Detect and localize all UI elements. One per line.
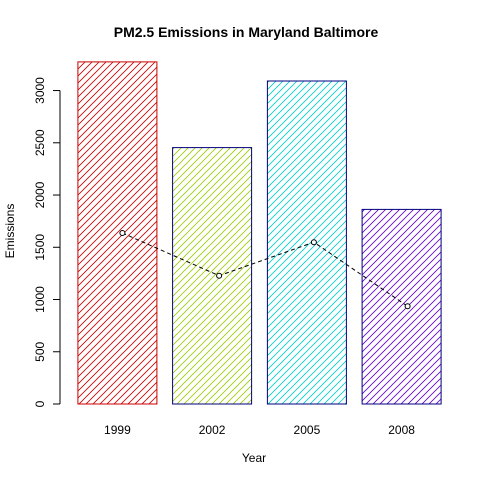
x-tick-label-2005: 2005: [294, 423, 321, 437]
x-axis-label: Year: [242, 451, 266, 465]
bar-2008: [361, 208, 442, 405]
y-tick-label-2500: 2500: [33, 129, 47, 156]
trend-point-2005: [310, 239, 317, 246]
y-tick-label-1500: 1500: [33, 234, 47, 261]
x-axis: 1999 2002 2005 2008: [104, 423, 415, 437]
trend-point-2008: [404, 303, 411, 310]
chart-title: PM2.5 Emissions in Maryland Baltimore: [114, 24, 379, 40]
y-axis: 0 500 1000 1500 2000 2500 3000: [33, 77, 61, 407]
bars-group: [77, 61, 442, 405]
y-tick-label-500: 500: [33, 341, 47, 361]
bar-1999: [77, 61, 158, 405]
x-tick-label-2008: 2008: [388, 423, 415, 437]
y-tick-label-0: 0: [33, 400, 47, 407]
x-tick-label-1999: 1999: [104, 423, 131, 437]
y-tick-label-3000: 3000: [33, 77, 47, 104]
trend-line: [122, 232, 408, 307]
trend-point-1999: [119, 230, 126, 236]
y-axis-label: Emissions: [3, 204, 17, 259]
trend-point-2002: [216, 272, 223, 279]
trend-line-group: [119, 230, 411, 310]
y-tick-label-2000: 2000: [33, 181, 47, 208]
bar-2005: [266, 80, 347, 405]
bar-2002: [172, 147, 253, 405]
x-tick-label-2002: 2002: [199, 423, 226, 437]
y-tick-label-1000: 1000: [33, 286, 47, 313]
